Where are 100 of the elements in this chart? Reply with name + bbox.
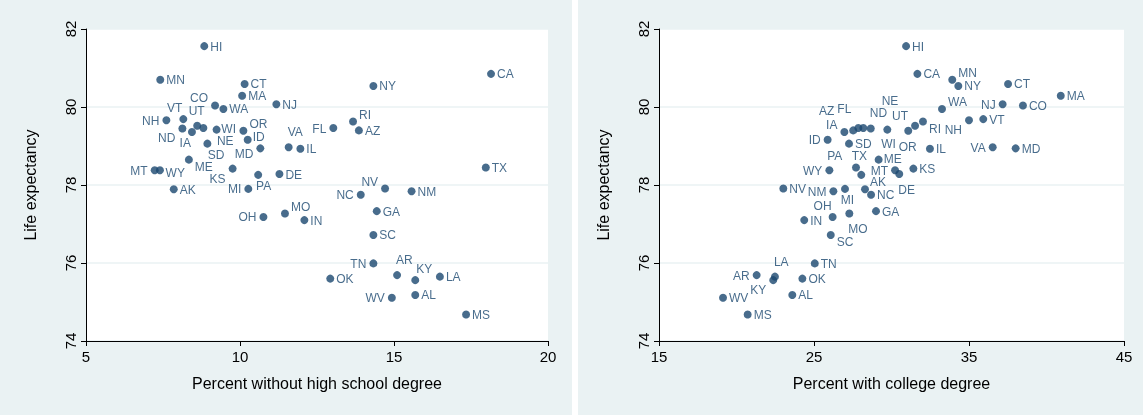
point: [948, 75, 957, 84]
data-label: KY: [416, 262, 433, 277]
data-label: NJ: [980, 97, 996, 112]
data-label: FL: [837, 101, 852, 116]
point: [219, 104, 228, 113]
point: [462, 310, 471, 319]
point: [954, 81, 963, 90]
point: [354, 126, 363, 135]
y-tick-label: 76: [635, 254, 652, 272]
data-label: TN: [350, 256, 367, 271]
point: [841, 184, 849, 193]
data-label: WV: [729, 291, 749, 306]
data-label: MS: [472, 307, 491, 322]
point: [369, 230, 378, 239]
point: [1018, 101, 1027, 110]
point: [284, 143, 293, 152]
data-label: MA: [248, 89, 267, 104]
point: [481, 163, 490, 172]
data-label: ID: [808, 133, 821, 148]
data-label: FL: [312, 121, 327, 136]
point: [254, 170, 263, 179]
data-label: AK: [179, 182, 196, 197]
data-label: AL: [421, 288, 437, 303]
data-label: RI: [928, 121, 941, 136]
data-label: NC: [336, 188, 355, 203]
point: [938, 104, 947, 113]
point: [187, 127, 196, 136]
data-label: MT: [870, 163, 889, 178]
point: [965, 116, 973, 125]
x-axis-title: Percent without high school degree: [192, 374, 443, 392]
data-label: NY: [379, 79, 397, 94]
data-label: CO: [190, 91, 209, 106]
point: [369, 259, 378, 268]
point: [203, 139, 212, 148]
point: [779, 184, 788, 193]
data-label: VA: [970, 140, 986, 155]
data-label: ND: [158, 131, 176, 146]
data-label: NE: [881, 93, 899, 108]
point: [387, 293, 396, 302]
data-label: GA: [882, 204, 900, 219]
data-label: WV: [365, 291, 385, 306]
point: [829, 187, 838, 196]
point: [861, 185, 869, 194]
point: [296, 144, 305, 153]
data-label: OR: [898, 139, 918, 154]
data-label: ID: [252, 129, 266, 144]
point: [828, 212, 837, 221]
point: [300, 216, 309, 225]
data-label: VA: [287, 125, 303, 140]
data-label: SD: [207, 147, 225, 162]
data-label: AK: [869, 175, 886, 190]
y-tick-label: 76: [62, 254, 79, 272]
point: [918, 117, 927, 126]
point: [788, 290, 797, 299]
data-label: CO: [1028, 98, 1047, 113]
point: [1004, 79, 1013, 88]
data-label: AZ: [364, 123, 381, 138]
data-label: CT: [250, 77, 268, 92]
data-label: NY: [964, 79, 981, 94]
point: [867, 190, 876, 199]
point: [200, 42, 209, 51]
data-label: MD: [1021, 141, 1041, 156]
x-tick-label: 10: [231, 348, 249, 365]
point: [902, 42, 911, 51]
point: [329, 124, 338, 133]
point: [243, 135, 252, 144]
data-label: MO: [290, 199, 311, 214]
point: [798, 274, 807, 283]
y-tick-label: 74: [635, 332, 652, 350]
data-label: OH: [813, 198, 832, 213]
point: [904, 126, 913, 135]
x-tick-label: 20: [539, 348, 557, 365]
point: [810, 259, 819, 268]
point: [272, 100, 281, 109]
data-label: WA: [948, 95, 967, 110]
point: [1056, 91, 1065, 100]
point: [883, 125, 892, 134]
point: [895, 170, 904, 179]
data-label: ND: [869, 106, 888, 121]
data-label: NJ: [282, 97, 298, 112]
data-label: PA: [256, 178, 272, 193]
point: [369, 81, 378, 90]
point: [845, 209, 854, 218]
point: [857, 170, 866, 179]
point: [874, 155, 883, 164]
data-label: AR: [732, 268, 750, 283]
point: [411, 290, 420, 299]
data-label: OK: [808, 272, 826, 287]
data-label: NH: [142, 113, 160, 128]
data-label: HI: [912, 39, 925, 54]
data-label: UT: [892, 109, 909, 124]
point: [238, 91, 247, 100]
data-label: OH: [238, 210, 257, 225]
data-label: MO: [848, 222, 868, 237]
data-label: CA: [923, 67, 941, 82]
point: [244, 184, 253, 193]
point: [925, 144, 934, 153]
x-tick-label: 5: [81, 348, 91, 365]
data-label: AZ: [818, 104, 835, 119]
point: [326, 274, 335, 283]
